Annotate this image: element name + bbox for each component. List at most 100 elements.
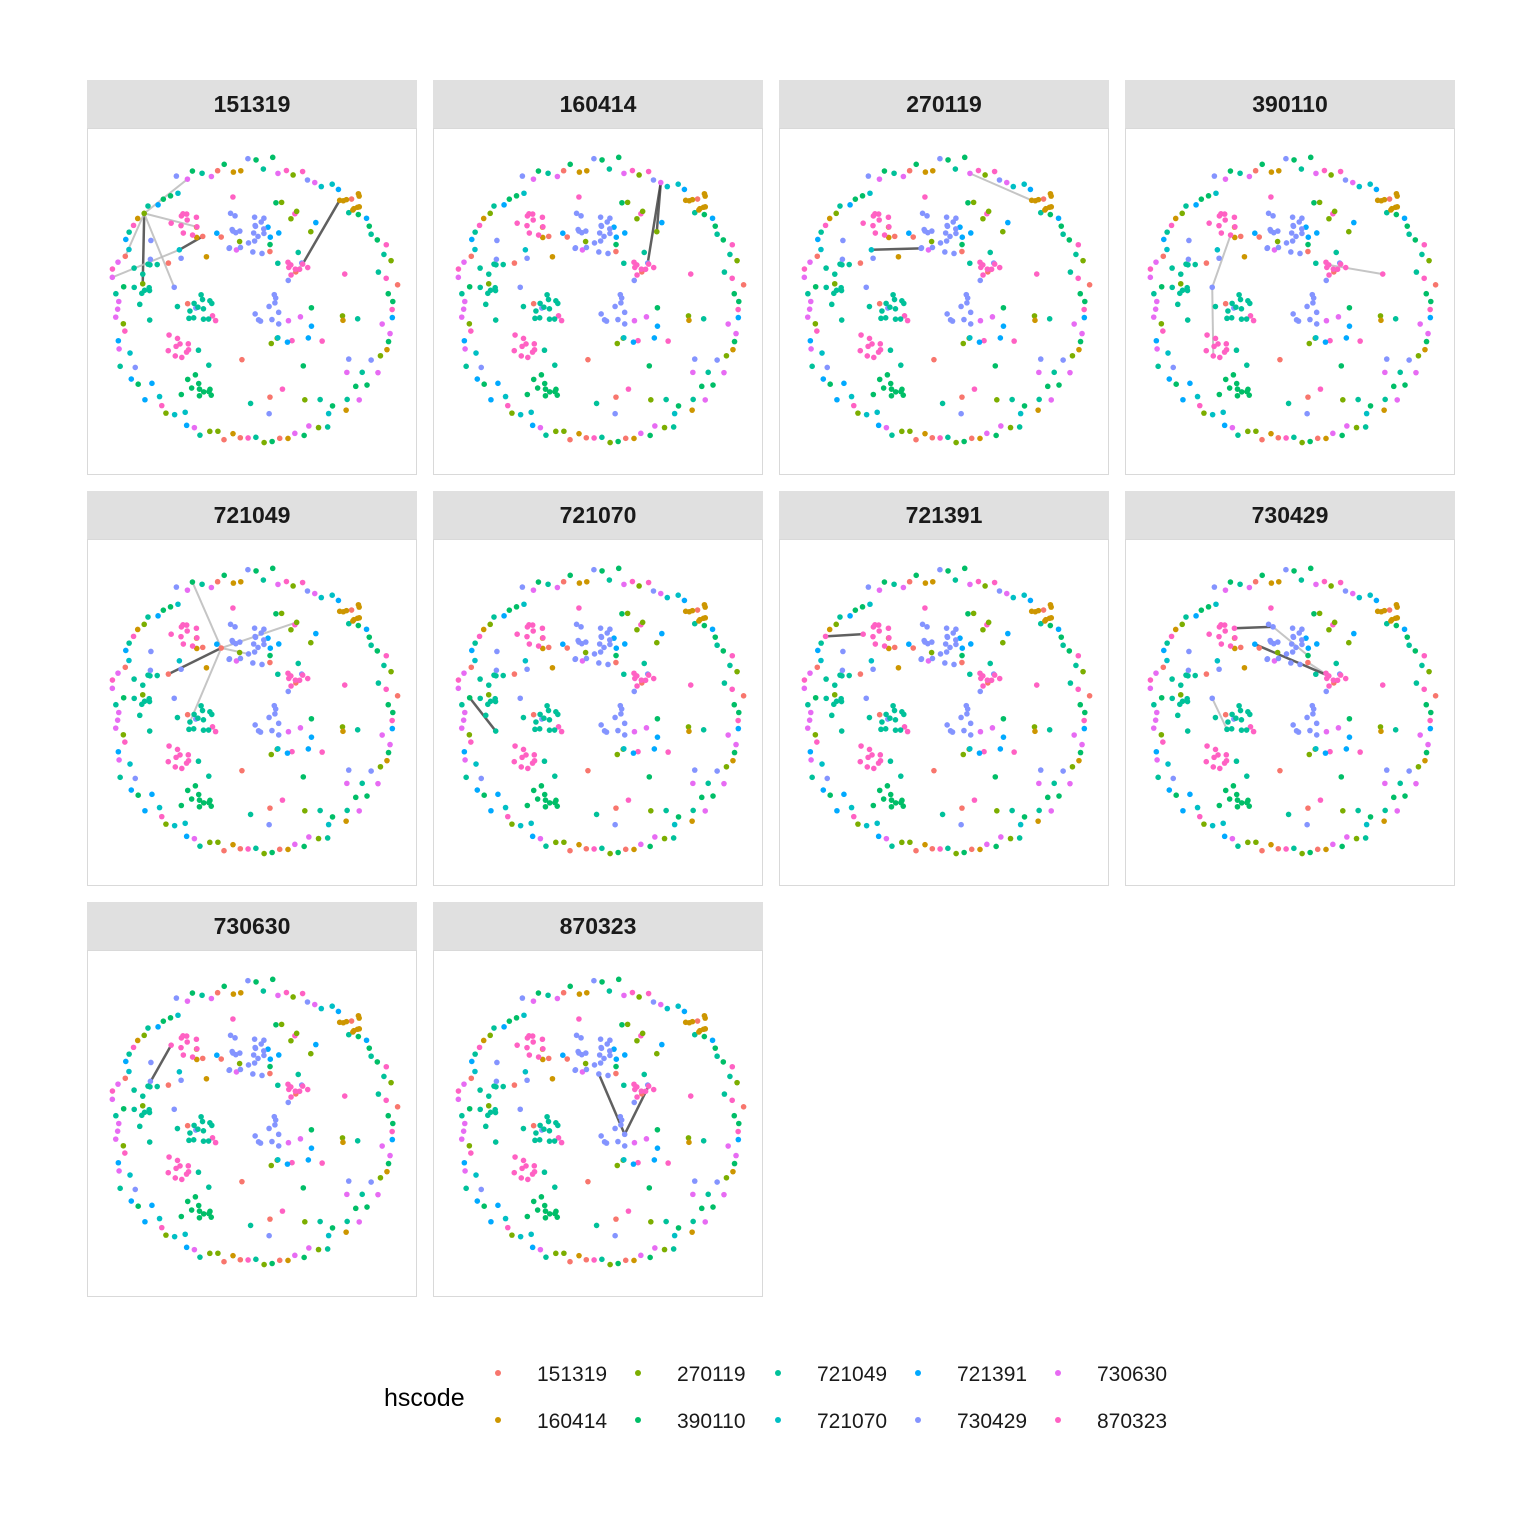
node bbox=[989, 725, 996, 731]
node bbox=[172, 353, 179, 359]
node bbox=[167, 193, 174, 199]
node bbox=[1081, 717, 1087, 724]
node bbox=[1017, 410, 1024, 417]
node bbox=[229, 226, 235, 233]
node bbox=[878, 315, 884, 322]
node bbox=[1346, 323, 1353, 329]
node bbox=[537, 1246, 544, 1253]
node bbox=[1227, 579, 1234, 585]
node bbox=[237, 655, 244, 662]
legend-label: 730429 bbox=[957, 1410, 1027, 1433]
node bbox=[230, 194, 236, 200]
node bbox=[267, 1216, 273, 1222]
node bbox=[1154, 757, 1160, 763]
node bbox=[500, 672, 507, 679]
node bbox=[317, 396, 323, 403]
node bbox=[1413, 369, 1419, 376]
node bbox=[735, 725, 742, 732]
node bbox=[591, 1062, 598, 1068]
node bbox=[1353, 835, 1360, 842]
node bbox=[1305, 248, 1311, 255]
edge bbox=[1211, 234, 1232, 288]
node bbox=[1075, 686, 1081, 693]
node bbox=[285, 277, 292, 284]
node bbox=[1151, 290, 1157, 297]
node bbox=[472, 229, 478, 235]
node bbox=[542, 1208, 549, 1214]
node bbox=[1233, 715, 1239, 721]
node bbox=[709, 626, 716, 633]
node bbox=[865, 584, 872, 590]
node bbox=[1160, 647, 1167, 654]
node bbox=[573, 621, 580, 628]
node bbox=[279, 797, 286, 803]
node bbox=[612, 714, 618, 721]
node bbox=[1192, 672, 1199, 679]
node bbox=[721, 680, 728, 686]
node bbox=[1209, 822, 1216, 829]
node bbox=[512, 332, 518, 338]
node bbox=[1217, 765, 1223, 772]
node bbox=[1250, 728, 1257, 735]
node bbox=[814, 236, 821, 243]
legend-label: 390110 bbox=[677, 1410, 746, 1433]
node bbox=[891, 707, 898, 714]
node bbox=[344, 807, 350, 814]
node bbox=[675, 814, 682, 820]
node bbox=[714, 642, 720, 649]
node bbox=[819, 350, 825, 356]
node bbox=[631, 1099, 638, 1106]
node bbox=[348, 196, 355, 202]
node bbox=[239, 1178, 245, 1185]
node bbox=[614, 751, 621, 758]
node bbox=[356, 604, 362, 610]
edges bbox=[646, 182, 663, 264]
node bbox=[943, 214, 950, 220]
node bbox=[831, 271, 838, 277]
node bbox=[275, 170, 281, 177]
node bbox=[154, 672, 161, 679]
node bbox=[929, 655, 936, 662]
node bbox=[200, 1211, 207, 1217]
node bbox=[1419, 662, 1425, 669]
node bbox=[877, 346, 884, 353]
node bbox=[542, 797, 549, 803]
node bbox=[1229, 835, 1236, 842]
node bbox=[1079, 741, 1085, 748]
node bbox=[165, 1082, 172, 1088]
node bbox=[518, 764, 525, 770]
node bbox=[534, 1207, 541, 1213]
node bbox=[139, 691, 146, 698]
node bbox=[950, 630, 957, 636]
node bbox=[1216, 802, 1223, 809]
node bbox=[126, 1051, 132, 1057]
node bbox=[980, 272, 986, 278]
node bbox=[714, 1053, 720, 1060]
node bbox=[591, 977, 597, 984]
node bbox=[822, 222, 829, 229]
node bbox=[959, 248, 965, 255]
node bbox=[1086, 692, 1093, 699]
node bbox=[530, 711, 537, 718]
node bbox=[1421, 275, 1427, 282]
node bbox=[1036, 780, 1042, 787]
node bbox=[275, 671, 281, 678]
node bbox=[288, 215, 294, 222]
node bbox=[171, 1106, 178, 1113]
node bbox=[890, 702, 896, 709]
node bbox=[221, 572, 228, 579]
node bbox=[729, 275, 735, 282]
node bbox=[1222, 376, 1229, 383]
node bbox=[848, 804, 855, 811]
node bbox=[511, 347, 518, 354]
node bbox=[340, 197, 347, 204]
node bbox=[529, 833, 536, 840]
node bbox=[245, 846, 251, 852]
node bbox=[145, 203, 151, 209]
node bbox=[875, 622, 882, 628]
node bbox=[876, 376, 883, 383]
node bbox=[866, 303, 873, 310]
facet-plot-area bbox=[87, 950, 417, 1297]
node bbox=[275, 581, 281, 588]
node bbox=[1017, 821, 1024, 828]
